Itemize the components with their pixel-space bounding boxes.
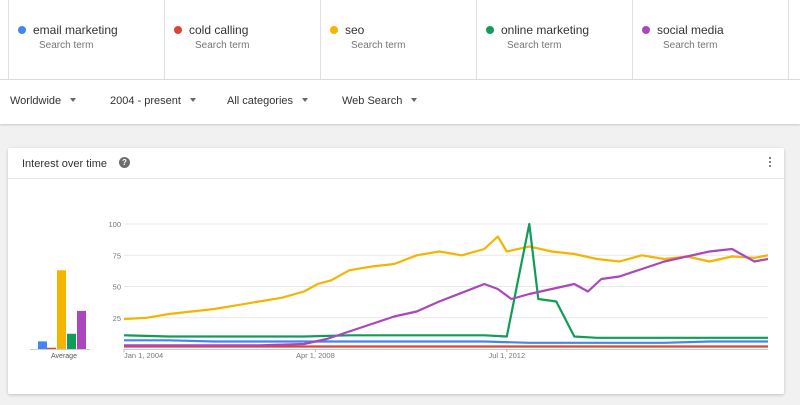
series-color-dot — [330, 26, 338, 34]
region-dropdown[interactable]: Worldwide — [10, 95, 77, 107]
term-type: Search term — [663, 40, 718, 51]
dropdown-arrow-icon — [189, 98, 196, 103]
term-type: Search term — [507, 40, 562, 51]
term-email-marketing[interactable]: email marketing Search term — [9, 0, 165, 79]
term-name: email marketing — [33, 23, 118, 37]
search-type-dropdown[interactable]: Web Search — [342, 95, 418, 107]
term-name: social media — [657, 23, 724, 37]
terms-left-spacer — [0, 0, 9, 79]
time-range-dropdown[interactable]: 2004 - present — [110, 95, 196, 107]
card-title: Interest over time — [22, 158, 107, 170]
filter-bar: Worldwide 2004 - present All categories … — [0, 80, 800, 124]
category-dropdown[interactable]: All categories — [227, 95, 309, 107]
card-header: Interest over time ? — [8, 148, 784, 179]
term-type: Search term — [351, 40, 406, 51]
term-name: seo — [345, 23, 365, 37]
term-name: online marketing — [501, 23, 590, 37]
series-color-dot — [486, 26, 494, 34]
term-social-media[interactable]: social media Search term — [633, 0, 789, 79]
series-color-dot — [642, 26, 650, 34]
dropdown-arrow-icon — [302, 98, 309, 103]
category-label: All categories — [227, 95, 294, 107]
series-color-dot — [18, 26, 26, 34]
term-seo[interactable]: seo Search term — [321, 0, 477, 79]
series-color-dot — [174, 26, 182, 34]
region-label: Worldwide — [10, 95, 62, 107]
terms-right-spacer — [789, 0, 800, 79]
term-type: Search term — [39, 40, 94, 51]
dropdown-arrow-icon — [411, 98, 418, 103]
term-name: cold calling — [189, 23, 249, 37]
search-terms-bar: email marketing Search term cold calling… — [0, 0, 800, 80]
term-type: Search term — [195, 40, 250, 51]
more-options-icon[interactable] — [768, 157, 772, 169]
term-online-marketing[interactable]: online marketing Search term — [477, 0, 633, 79]
time-range-label: 2004 - present — [110, 95, 181, 107]
help-icon[interactable]: ? — [119, 157, 130, 168]
search-type-label: Web Search — [342, 95, 403, 107]
interest-over-time-card: Interest over time ? — [8, 148, 784, 394]
term-cold-calling[interactable]: cold calling Search term — [165, 0, 321, 79]
dropdown-arrow-icon — [70, 98, 77, 103]
